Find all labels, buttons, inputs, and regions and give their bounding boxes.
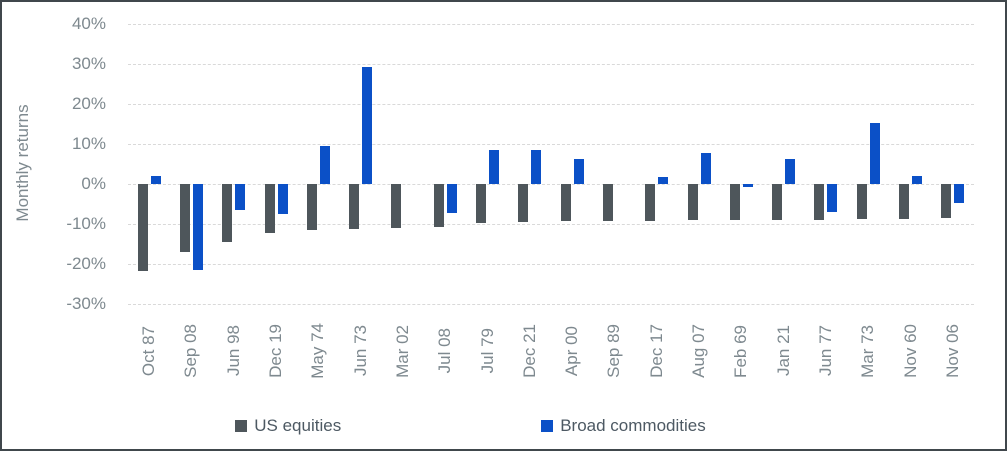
gridline: [128, 104, 974, 105]
bar-broad-commodities: [827, 184, 838, 212]
bar-broad-commodities: [573, 159, 584, 184]
bar-us-equities: [814, 184, 825, 220]
x-tick-label: Mar 73: [858, 324, 878, 378]
gridline: [128, 144, 974, 145]
x-tick-label: Jun 77: [815, 325, 835, 377]
bar-broad-commodities: [319, 146, 330, 184]
y-tick-label: 20%: [71, 94, 106, 113]
gridline: [128, 264, 974, 265]
bar-us-equities: [476, 184, 487, 224]
bar-us-equities: [179, 184, 190, 252]
bar-us-equities: [137, 184, 148, 272]
x-tick-label: Sep 08: [181, 324, 201, 378]
bar-us-equities: [391, 184, 402, 228]
bar-us-equities: [687, 184, 698, 221]
x-tick-label: Sep 89: [604, 324, 624, 378]
bar-broad-commodities: [531, 149, 542, 184]
bar-broad-commodities: [742, 184, 753, 188]
x-tick-label: Nov 60: [900, 324, 920, 378]
gridline: [128, 224, 974, 225]
bar-broad-commodities: [446, 184, 457, 213]
legend-swatch-icon: [541, 420, 554, 432]
x-tick-label: Jul 08: [435, 328, 455, 374]
y-tick-label: 0%: [81, 174, 106, 193]
bar-us-equities: [602, 184, 613, 221]
legend-label: US equities: [254, 416, 342, 435]
bar-us-equities: [772, 184, 783, 220]
x-tick-label: Jan 21: [773, 325, 793, 377]
y-tick-label: -10%: [66, 214, 106, 233]
bar-us-equities: [264, 184, 275, 234]
bar-us-equities: [856, 184, 867, 220]
legend: US equities Broad commodities: [0, 416, 974, 436]
bar-us-equities: [899, 184, 910, 219]
legend-item-us-equities: US equities: [235, 416, 341, 436]
bar-us-equities: [729, 184, 740, 220]
legend-item-broad-commodities: Broad commodities: [541, 416, 706, 436]
bar-us-equities: [222, 184, 233, 243]
bar-us-equities: [433, 184, 444, 227]
bar-broad-commodities: [362, 66, 373, 184]
legend-label: Broad commodities: [560, 416, 706, 435]
bar-us-equities: [349, 184, 360, 229]
x-tick-label: Dec 17: [646, 324, 666, 378]
bar-us-equities: [518, 184, 529, 222]
bar-us-equities: [560, 184, 571, 222]
gridline: [128, 24, 974, 25]
bar-broad-commodities: [277, 184, 288, 214]
bar-broad-commodities: [489, 149, 500, 184]
bar-broad-commodities: [150, 176, 161, 184]
y-tick-label: -30%: [66, 294, 106, 313]
bar-broad-commodities: [235, 184, 246, 210]
x-tick-label: Dec 19: [266, 324, 286, 378]
x-tick-label: Jul 79: [477, 328, 497, 374]
y-axis-title: Monthly returns: [13, 104, 32, 222]
x-tick-label: May 74: [308, 323, 328, 379]
y-tick-label: 30%: [71, 54, 106, 73]
x-tick-label: Apr 00: [562, 325, 582, 377]
x-tick-label: Jun 98: [223, 325, 243, 377]
x-tick-label: Aug 07: [689, 324, 709, 378]
bar-broad-commodities: [700, 153, 711, 184]
bar-us-equities: [941, 184, 952, 218]
y-tick-label: -20%: [66, 254, 106, 273]
bar-broad-commodities: [785, 159, 796, 184]
bar-broad-commodities: [869, 123, 880, 184]
x-tick-label: Feb 69: [731, 324, 751, 378]
gridline: [128, 64, 974, 65]
x-tick-label: Mar 02: [392, 324, 412, 378]
y-tick-label: 40%: [71, 14, 106, 33]
x-tick-label: Nov 06: [942, 324, 962, 378]
bar-broad-commodities: [954, 184, 965, 204]
gridline: [128, 184, 974, 185]
gridline: [128, 304, 974, 305]
x-tick-label: Oct 87: [139, 325, 159, 377]
bar-broad-commodities: [192, 184, 203, 270]
bar-broad-commodities: [658, 177, 669, 184]
x-tick-label: Jun 73: [350, 325, 370, 377]
y-tick-label: 10%: [71, 134, 106, 153]
x-tick-label: Dec 21: [519, 324, 539, 378]
bar-broad-commodities: [912, 175, 923, 184]
bar-us-equities: [306, 184, 317, 230]
bar-us-equities: [645, 184, 656, 221]
legend-swatch-icon: [235, 420, 248, 432]
